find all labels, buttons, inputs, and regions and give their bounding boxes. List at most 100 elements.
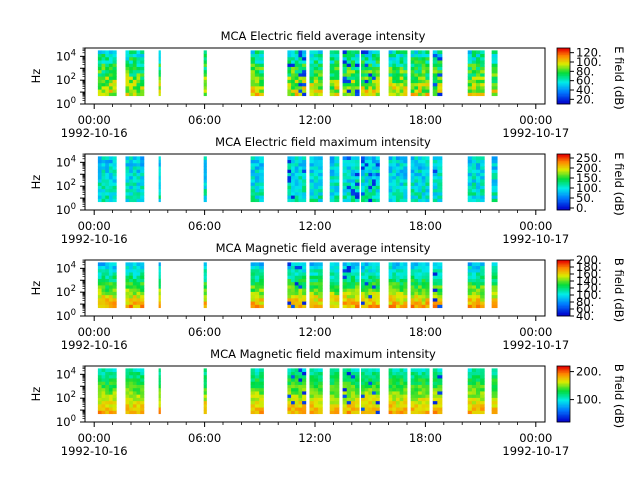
spectrogram-cell	[364, 92, 369, 97]
spectrogram-cell	[132, 162, 137, 167]
spectrogram-cell	[298, 371, 303, 376]
colorbar-segment	[557, 281, 570, 283]
spectrogram-cell	[140, 294, 145, 299]
spectrogram-cell	[414, 304, 419, 309]
spectrogram-cell	[395, 188, 401, 193]
spectrogram-cell	[425, 195, 430, 199]
colorbar-segment	[557, 84, 570, 87]
spectrogram-cell	[203, 281, 207, 286]
spectrogram-cell	[418, 304, 423, 309]
spectrogram-cell	[112, 169, 117, 173]
spectrogram-cell	[410, 304, 415, 309]
spectrogram-cell	[112, 268, 117, 273]
spectrogram-cell	[132, 374, 137, 379]
spectrogram-cell	[432, 371, 438, 376]
spectrogram-cell	[392, 400, 397, 405]
spectrogram-cell	[250, 92, 256, 97]
spectrogram-cell	[140, 288, 145, 292]
spectrogram-cell	[125, 262, 130, 267]
colorbar-segment	[557, 382, 570, 385]
colorbar-segment	[557, 406, 570, 409]
spectrogram-cell	[414, 297, 419, 302]
spectrogram-cell	[471, 182, 477, 186]
colorbar-segment	[557, 102, 570, 105]
spectrogram-cell	[97, 198, 102, 203]
spectrogram-cell	[101, 265, 106, 270]
spectrogram-cell	[259, 378, 264, 382]
spectrogram-cell	[313, 297, 319, 302]
spectrogram-cell	[302, 403, 307, 408]
colorbar-segment	[557, 49, 570, 52]
spectrogram-cell	[399, 82, 404, 87]
spectrogram-cell	[437, 85, 443, 90]
spectrogram-cell	[372, 175, 377, 180]
spectrogram-cell	[294, 288, 299, 292]
spectrogram-cell	[302, 169, 307, 173]
spectrogram-cell	[392, 66, 397, 71]
colorbar-segment	[557, 299, 570, 301]
spectrogram-cell	[418, 268, 423, 273]
spectrogram-cell	[342, 195, 348, 199]
spectrogram-cell	[329, 185, 335, 190]
spectrogram-cell	[480, 195, 485, 199]
spectrogram-cell	[158, 278, 161, 283]
spectrogram-cell	[388, 297, 393, 302]
spectrogram-cell	[334, 56, 340, 61]
spectrogram-cell	[437, 69, 443, 74]
colorbar-segment	[557, 101, 570, 103]
spectrogram-cell	[480, 387, 485, 392]
spectrogram-cell	[392, 182, 397, 186]
spectrogram-cell	[158, 60, 161, 64]
spectrogram-cell	[334, 387, 340, 392]
spectrogram-cell	[140, 297, 145, 302]
spectrogram-cell	[313, 73, 319, 77]
spectrogram-cell	[329, 410, 335, 415]
spectrogram-cell	[375, 281, 380, 286]
spectrogram-cell	[480, 410, 485, 415]
spectrogram-cell	[368, 371, 373, 376]
spectrogram-cell	[471, 304, 477, 309]
x-tick-label: 12:00	[298, 113, 331, 127]
spectrogram-cell	[318, 285, 323, 289]
spectrogram-cell	[129, 387, 134, 392]
spectrogram-cell	[432, 179, 438, 183]
spectrogram-cell	[309, 185, 315, 190]
spectrogram-cell	[313, 85, 319, 90]
spectrogram-cell	[294, 162, 299, 167]
spectrogram-cell	[342, 185, 348, 190]
spectrogram-cell	[125, 182, 130, 186]
spectrogram-cell	[140, 191, 145, 196]
spectrogram-cell	[392, 92, 397, 97]
spectrogram-cell	[254, 60, 260, 64]
spectrogram-cell	[350, 400, 356, 405]
spectrogram-cell	[140, 387, 145, 392]
colorbar-segment	[557, 370, 570, 372]
spectrogram-cell	[302, 82, 307, 87]
spectrogram-cell	[375, 85, 380, 90]
spectrogram-cell	[476, 185, 481, 190]
spectrogram-cell	[418, 182, 423, 186]
spectrogram-cell	[254, 166, 260, 170]
spectrogram-cell	[101, 172, 106, 177]
spectrogram-cell	[418, 294, 423, 299]
spectrogram-cell	[291, 272, 296, 276]
spectrogram-cell	[421, 182, 426, 186]
spectrogram-cell	[125, 371, 130, 376]
spectrogram-cell	[355, 288, 360, 292]
spectrogram-cell	[302, 172, 307, 177]
spectrogram-cell	[287, 374, 292, 379]
spectrogram-cell	[355, 394, 360, 398]
spectrogram-cell	[375, 69, 380, 74]
spectrogram-cell	[129, 76, 134, 80]
spectrogram-cell	[476, 391, 481, 395]
spectrogram-cell	[342, 272, 348, 276]
spectrogram-cell	[399, 66, 404, 71]
spectrogram-cell	[418, 191, 423, 196]
colorbar-segment	[557, 161, 570, 163]
spectrogram-cell	[140, 69, 145, 74]
spectrogram-cell	[108, 53, 113, 58]
spectrogram-cell	[318, 89, 323, 93]
spectrogram-cell	[334, 53, 340, 58]
spectrogram-cell	[309, 403, 315, 408]
spectrogram-cell	[399, 69, 404, 74]
